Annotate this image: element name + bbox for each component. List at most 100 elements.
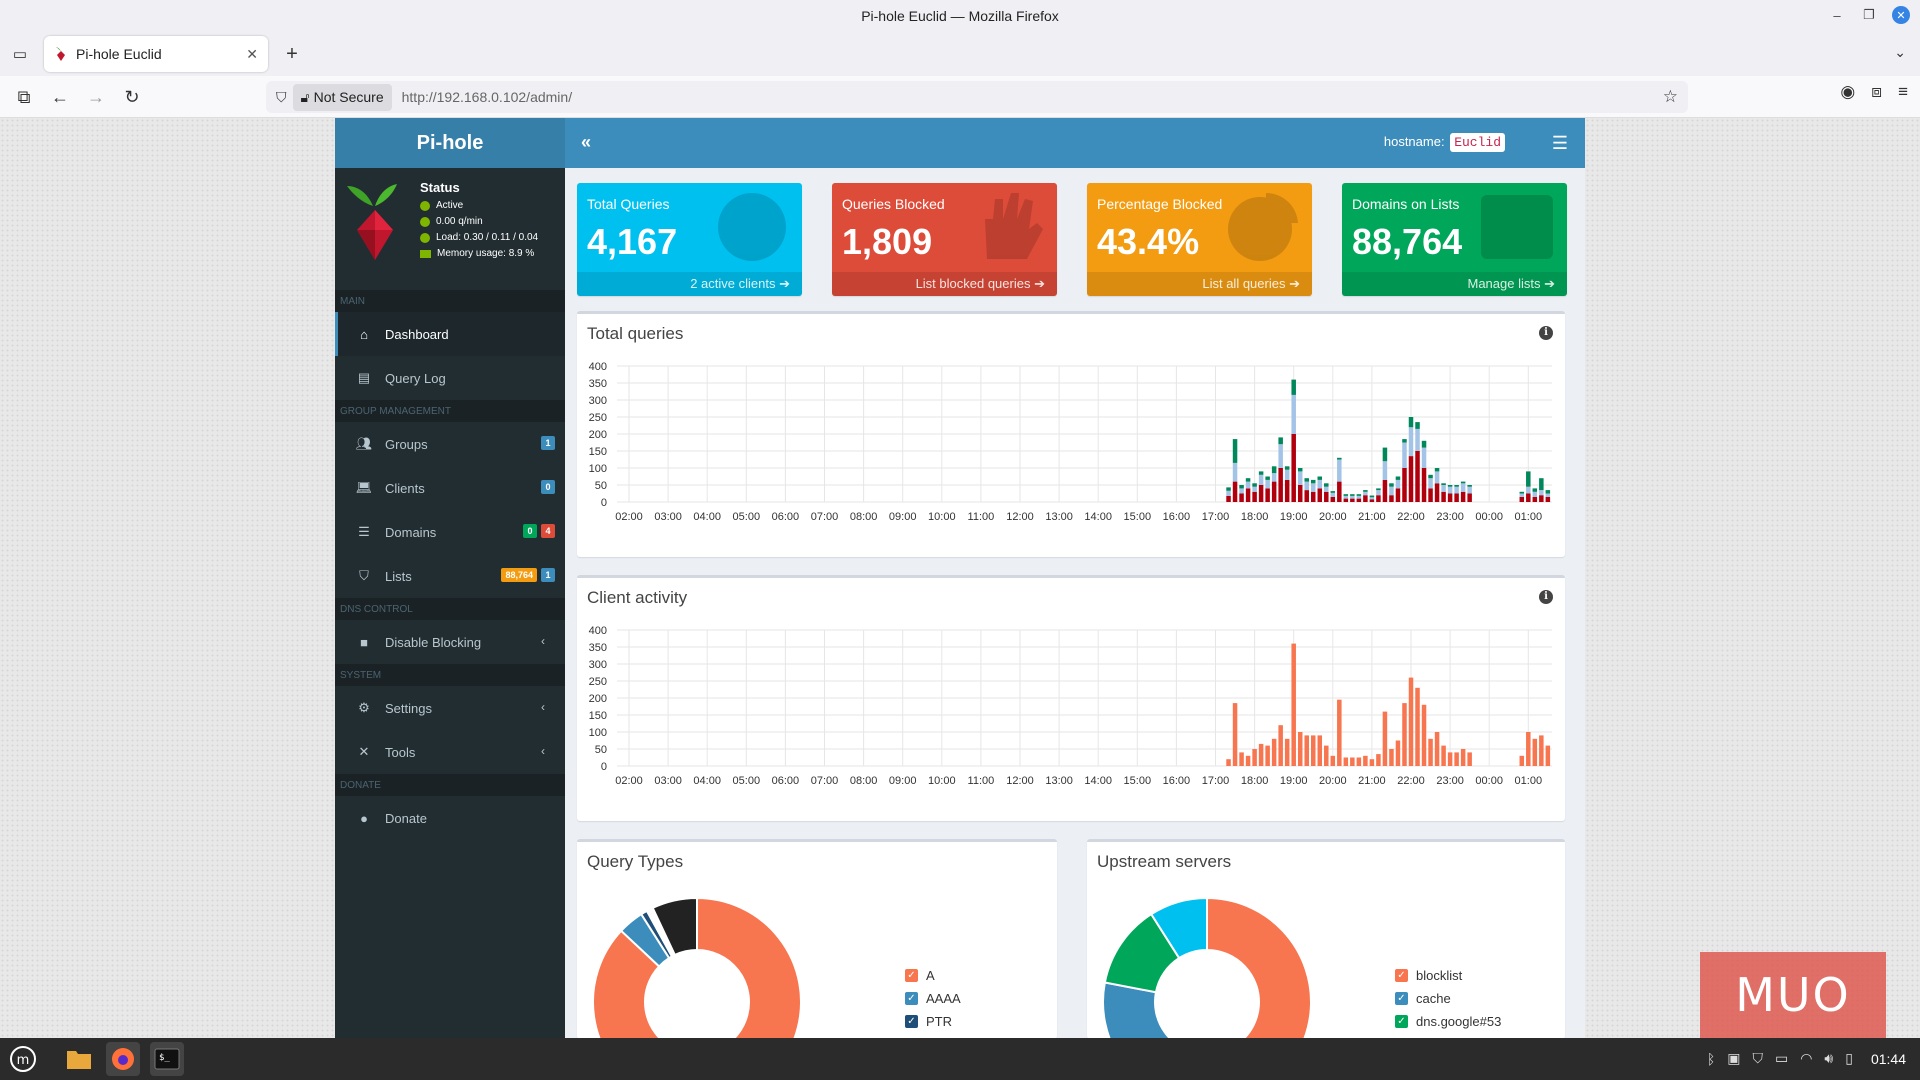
bar	[1441, 485, 1446, 492]
bar	[1376, 495, 1381, 502]
client-activity-chart: 0 50 100 150 200 250 300 350 400 02:00 03:00 04:00 0…	[589, 625, 1552, 787]
list-icon: ☰	[358, 524, 370, 539]
clock[interactable]: 01:44	[1870, 1050, 1906, 1067]
clients-count-badge: 0	[541, 480, 555, 494]
mint-menu-icon[interactable]: m	[6, 1042, 40, 1076]
display-icon[interactable]: ▭	[1774, 1050, 1789, 1066]
settings-menu-icon[interactable]: ☰	[1551, 132, 1569, 153]
upstream-servers-title: Upstream servers	[1097, 852, 1232, 871]
bar	[1526, 493, 1531, 502]
legend-item[interactable]: ✓ PTR	[905, 1010, 961, 1033]
users-icon: 👥︎	[355, 436, 373, 451]
info-icon[interactable]: i	[1539, 590, 1553, 604]
window-title: Pi-hole Euclid — Mozilla Firefox	[861, 8, 1059, 24]
battery-icon[interactable]: ▯	[1845, 1050, 1853, 1066]
bar	[1232, 481, 1238, 502]
x-tick-label: 09:00	[889, 511, 917, 523]
firefox-taskbar-icon[interactable]	[106, 1042, 140, 1076]
sidebar-item-lists[interactable]: ⛉ Lists 88,764 1	[335, 554, 565, 598]
legend-item[interactable]: ✓ A	[905, 964, 961, 987]
new-tab-icon[interactable]: +	[286, 42, 298, 65]
files-folder-icon[interactable]	[62, 1042, 96, 1076]
legend-item[interactable]: ✓ AAAA	[905, 987, 961, 1010]
tab-close-icon[interactable]: ✕	[246, 45, 258, 62]
browser-tab[interactable]: Pi-hole Euclid ✕	[44, 36, 268, 72]
x-tick-label: 03:00	[654, 511, 682, 523]
bar	[1291, 643, 1296, 766]
card-label: Queries Blocked	[842, 196, 945, 212]
legend-item[interactable]: ✓ blocklist	[1395, 964, 1501, 987]
x-tick-label: 18:00	[1241, 775, 1269, 787]
sidebar-item-query-log[interactable]: ▤ Query Log	[335, 356, 565, 400]
pihole-logo-text[interactable]: Pi-hole	[335, 118, 565, 168]
card-footer-link[interactable]: List all queries ➔	[1087, 272, 1312, 296]
reload-icon[interactable]: ↻	[124, 86, 140, 107]
card-footer-link[interactable]: List blocked queries ➔	[832, 272, 1057, 296]
app-menu-icon[interactable]: ≡	[1898, 82, 1908, 101]
x-tick-label: 12:00	[1006, 511, 1034, 523]
lists-badges: 88,764 1	[501, 568, 555, 582]
not-secure-indicator[interactable]: 🔓︎ Not Secure	[292, 83, 392, 111]
bar	[1337, 481, 1342, 502]
x-tick-label: 23:00	[1436, 511, 1464, 523]
list-alt-icon	[1481, 195, 1553, 259]
bar	[1232, 462, 1238, 482]
x-tick-label: 01:00	[1515, 775, 1543, 787]
shield-tray-icon[interactable]: ⛉	[1752, 1050, 1763, 1066]
card-footer-link[interactable]: 2 active clients ➔	[577, 272, 802, 296]
sidebar-item-tools[interactable]: ✕ Tools ‹	[335, 730, 565, 774]
status-title: Status	[420, 180, 460, 195]
info-icon[interactable]: i	[1539, 326, 1553, 340]
wifi-icon[interactable]: ◠	[1800, 1050, 1813, 1066]
close-window-icon[interactable]: ✕	[1892, 6, 1910, 24]
forward-icon[interactable]: →	[87, 86, 105, 107]
x-tick-label: 16:00	[1163, 511, 1191, 523]
all-tabs-chevron-icon[interactable]: ⌄	[1894, 44, 1906, 60]
y-tick-label: 0	[601, 497, 607, 509]
sidebar-item-groups[interactable]: 👥︎ Groups 1	[335, 422, 565, 466]
bookmark-star-icon[interactable]: ☆	[1662, 87, 1678, 106]
card-value: 88,764	[1352, 221, 1463, 262]
bar	[1284, 738, 1290, 766]
legend-item[interactable]: ✓ cache	[1395, 987, 1501, 1010]
url-text[interactable]: http://192.168.0.102/admin/	[401, 89, 573, 105]
bar	[1304, 490, 1309, 502]
url-bar[interactable]: ⛉ 🔓︎ Not Secure http://192.168.0.102/adm…	[266, 81, 1688, 113]
total-queries-chart: 0 50 100 150 200 250 300 350 400 02:00 03:00 04:00 0…	[589, 361, 1552, 523]
sidebar-item-dashboard[interactable]: ⌂ Dashboard	[335, 312, 565, 356]
bar	[1311, 735, 1316, 766]
bar	[1258, 743, 1264, 766]
arrow-circle-right-icon: ➔	[1289, 276, 1300, 291]
sidebar: Status Active 0.00 q/min Load: 0.30 / 0.…	[335, 168, 565, 1038]
sidebar-item-settings[interactable]: ⚙ Settings ‹	[335, 686, 565, 730]
card-footer-link[interactable]: Manage lists ➔	[1342, 272, 1567, 296]
bar	[1330, 491, 1336, 493]
bar	[1284, 479, 1290, 502]
legend-item[interactable]: ✓ dns.google#53	[1395, 1010, 1501, 1033]
x-tick-label: 15:00	[1124, 511, 1152, 523]
bar	[1343, 495, 1349, 499]
bluetooth-icon[interactable]: ᛒ	[1706, 1050, 1716, 1067]
sidebar-toggle-icon[interactable]: ⧉	[17, 86, 31, 107]
tab-list-icon[interactable]: ▭	[12, 46, 28, 63]
bar	[1297, 732, 1303, 766]
tracking-shield-icon[interactable]: ⛉	[276, 88, 287, 105]
sidebar-item-donate[interactable]: ● Donate	[335, 796, 565, 840]
maximize-icon[interactable]: ❐	[1863, 7, 1875, 22]
extensions-icon[interactable]: ⧈	[1871, 82, 1883, 101]
collapse-sidebar-icon[interactable]: «	[581, 132, 592, 152]
terminal-icon[interactable]: $_	[150, 1042, 184, 1076]
bar	[1389, 486, 1394, 496]
sidebar-item-disable-blocking[interactable]: ■ Disable Blocking ‹	[335, 620, 565, 664]
minimize-icon[interactable]: –	[1833, 7, 1841, 23]
clipboard-icon[interactable]: ▣	[1727, 1050, 1741, 1066]
bar	[1356, 498, 1362, 502]
bar	[1245, 755, 1251, 766]
account-icon[interactable]: ◉	[1840, 82, 1856, 101]
y-tick-label: 100	[589, 463, 607, 475]
sidebar-item-clients[interactable]: 💻︎ Clients 0	[335, 466, 565, 510]
back-icon[interactable]: ←	[51, 86, 69, 107]
volume-icon[interactable]: 🔊︎	[1824, 1050, 1834, 1066]
